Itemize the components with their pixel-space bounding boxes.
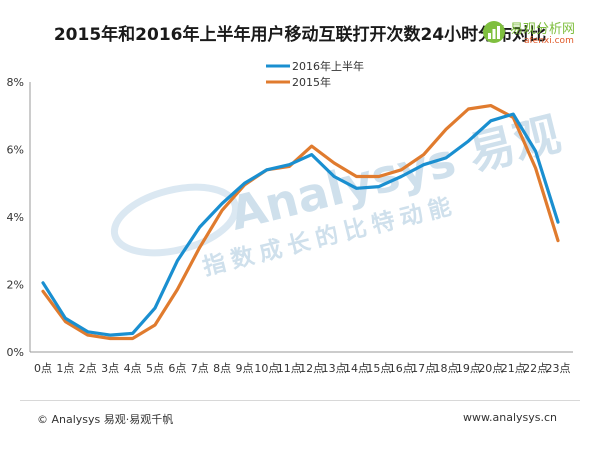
x-tick-label: 13点 <box>322 362 347 375</box>
x-tick-label: 15点 <box>366 362 391 375</box>
x-tick-label: 5点 <box>146 362 164 375</box>
logo-line1: 易观分析网 <box>510 22 576 37</box>
x-tick-label: 16点 <box>389 362 414 375</box>
series-line-0 <box>41 112 560 337</box>
x-tick-label: 23点 <box>546 362 571 375</box>
x-tick-label: 22点 <box>523 362 548 375</box>
legend: 2016年上半年 2015年 <box>266 59 364 89</box>
x-tick-label: 14点 <box>344 362 369 375</box>
watermark: Analysys 易观 指数成长的比特动能 <box>110 107 566 281</box>
chart-title: 2015年和2016年上半年用户移动互联打开次数24小时分布对比 <box>54 24 546 45</box>
y-tick-label: 4% <box>7 211 24 224</box>
x-tick-label: 17点 <box>411 362 436 375</box>
x-tick-label: 20点 <box>478 362 503 375</box>
y-tick-label: 0% <box>7 346 24 359</box>
x-tick-label: 18点 <box>434 362 459 375</box>
x-tick-label: 9点 <box>236 362 254 375</box>
x-tick-label: 12点 <box>299 362 324 375</box>
y-tick-label: 8% <box>7 76 24 89</box>
y-tick-label: 2% <box>7 279 24 292</box>
site-logo: 易观分析网 afenxi.com <box>480 16 592 50</box>
footer-copyright: © Analysys 易观·易观千帆 <box>37 413 174 426</box>
series-line-1 <box>41 103 560 341</box>
x-tick-label: 21点 <box>501 362 526 375</box>
x-tick-label: 6点 <box>168 362 186 375</box>
watermark-swoosh <box>110 183 240 257</box>
x-tick-label: 2点 <box>79 362 97 375</box>
x-tick-label: 10点 <box>254 362 279 375</box>
axes <box>29 82 573 353</box>
footer-url[interactable]: www.analysys.cn <box>463 411 557 424</box>
x-tick-labels: 0点 1点 2点 3点 4点 5点 6点 7点 8点 9点 10点11点12点13点14点15点16… <box>34 362 571 375</box>
x-tick-label: 0点 <box>34 362 52 375</box>
series-lines <box>41 103 560 341</box>
logo-line2: afenxi.com <box>524 36 574 46</box>
x-tick-label: 11点 <box>277 362 302 375</box>
x-tick-label: 8点 <box>213 362 231 375</box>
y-tick-label: 6% <box>7 144 24 157</box>
x-tick-label: 3点 <box>101 362 119 375</box>
footer-divider <box>20 400 580 401</box>
x-tick-label: 4点 <box>124 362 142 375</box>
x-tick-label: 7点 <box>191 362 209 375</box>
x-tick-label: 19点 <box>456 362 481 375</box>
x-tick-label: 1点 <box>56 362 74 375</box>
logo-mark-icon <box>483 21 505 43</box>
legend-label: 2016年上半年 <box>292 59 364 73</box>
y-tick-labels: 0% 2% 4% 6% 8% <box>7 76 24 359</box>
legend-label: 2015年 <box>292 75 331 89</box>
